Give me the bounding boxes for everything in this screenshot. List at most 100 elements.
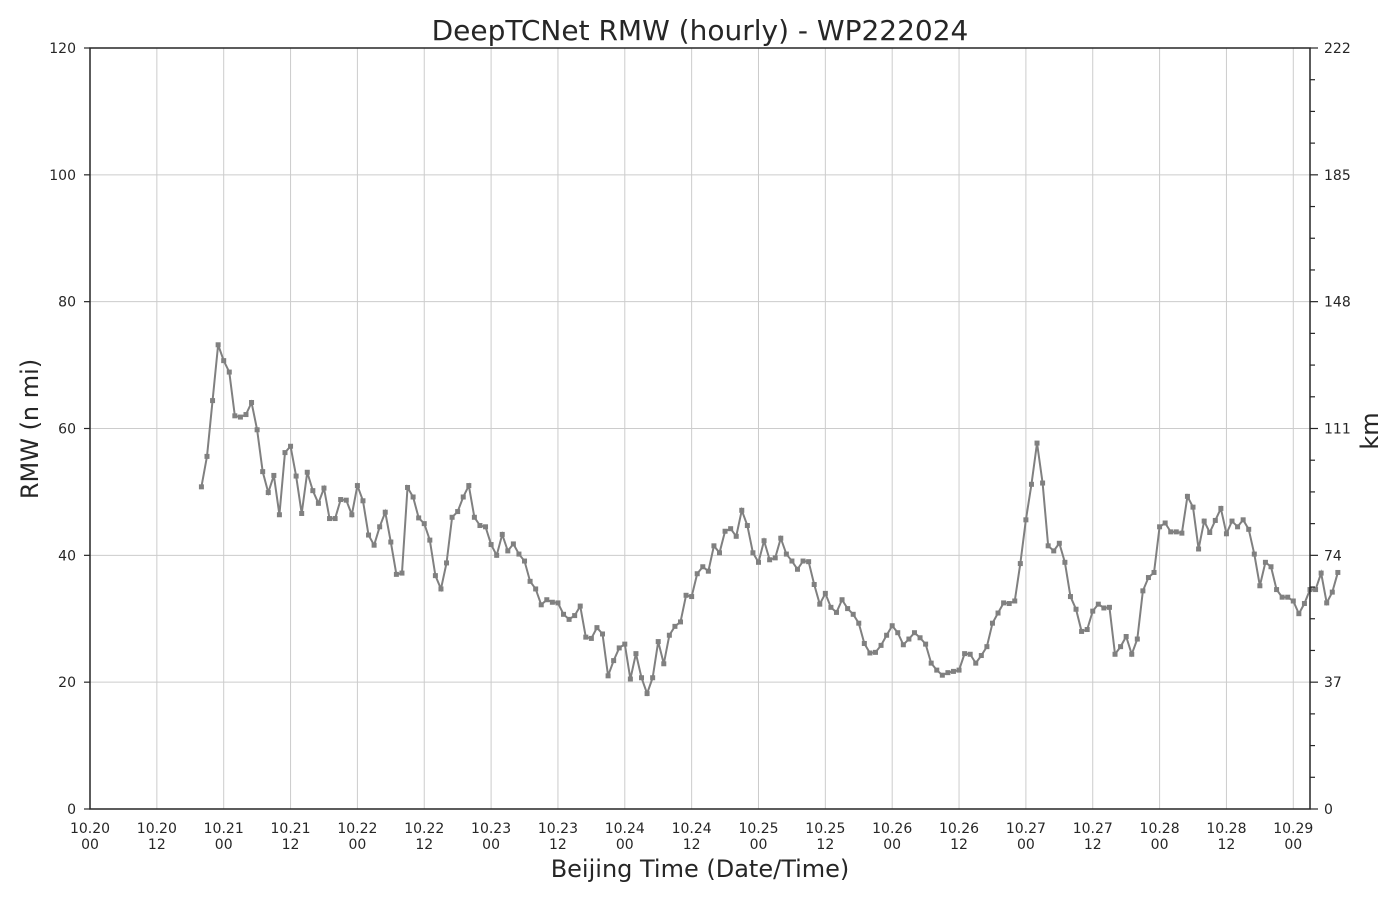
data-point bbox=[861, 640, 867, 646]
data-point bbox=[911, 630, 917, 636]
data-point bbox=[310, 488, 316, 494]
rmw-series bbox=[198, 342, 1341, 697]
data-point bbox=[739, 507, 745, 513]
y2-tick-label: 0 bbox=[1324, 802, 1333, 818]
data-point bbox=[889, 623, 895, 629]
data-point bbox=[1095, 601, 1101, 607]
data-point bbox=[254, 427, 260, 433]
data-point bbox=[354, 483, 360, 489]
data-point bbox=[1240, 517, 1246, 523]
y-tick-label: 80 bbox=[58, 295, 76, 311]
data-point bbox=[822, 590, 828, 596]
x-tick-label-hour: 12 bbox=[1218, 837, 1236, 853]
data-point bbox=[923, 641, 929, 647]
data-point bbox=[817, 601, 823, 607]
data-point bbox=[806, 559, 812, 565]
data-point bbox=[360, 498, 366, 504]
data-point bbox=[522, 558, 528, 564]
data-point bbox=[661, 661, 667, 667]
data-point bbox=[755, 559, 761, 565]
x-tick-label-hour: 12 bbox=[415, 837, 433, 853]
data-point bbox=[717, 550, 722, 556]
data-point bbox=[1212, 517, 1218, 523]
data-point bbox=[872, 649, 878, 655]
data-point bbox=[761, 538, 767, 544]
x-tick-label-hour: 12 bbox=[1084, 837, 1102, 853]
data-point bbox=[332, 516, 338, 522]
data-point bbox=[1162, 520, 1168, 526]
data-point bbox=[471, 514, 477, 520]
data-point bbox=[405, 484, 411, 490]
data-point bbox=[288, 443, 294, 449]
data-point bbox=[561, 611, 567, 617]
data-point bbox=[321, 485, 327, 491]
data-point bbox=[962, 651, 968, 657]
data-point bbox=[900, 642, 906, 648]
x-tick-label-date: 10.27 bbox=[1006, 821, 1046, 837]
data-point bbox=[416, 515, 422, 521]
data-point bbox=[1034, 440, 1040, 446]
data-point bbox=[1168, 529, 1174, 535]
data-point bbox=[1129, 651, 1135, 657]
data-point bbox=[1335, 569, 1341, 575]
x-tick-label-hour: 00 bbox=[883, 837, 901, 853]
data-point bbox=[856, 620, 862, 626]
data-point bbox=[198, 484, 204, 490]
data-point bbox=[705, 568, 711, 574]
data-point bbox=[934, 667, 940, 673]
data-point bbox=[939, 672, 945, 678]
data-point bbox=[544, 597, 550, 603]
data-point bbox=[1084, 627, 1090, 633]
x-tick-label-hour: 12 bbox=[816, 837, 834, 853]
data-point bbox=[1223, 531, 1229, 537]
data-point bbox=[388, 539, 394, 545]
data-point bbox=[1017, 561, 1023, 567]
data-point bbox=[1301, 601, 1307, 607]
x-tick-label-hour: 00 bbox=[482, 837, 500, 853]
data-point bbox=[1257, 583, 1263, 589]
data-point bbox=[700, 564, 706, 570]
data-point bbox=[1218, 505, 1224, 511]
data-point bbox=[304, 469, 310, 475]
data-point bbox=[906, 636, 912, 642]
data-point bbox=[1073, 606, 1079, 612]
x-tick-label-hour: 00 bbox=[616, 837, 634, 853]
data-point bbox=[427, 537, 433, 543]
y-tick-label: 100 bbox=[49, 168, 76, 184]
data-point bbox=[1012, 598, 1018, 604]
data-point bbox=[767, 557, 773, 563]
x-tick-label-date: 10.22 bbox=[337, 821, 377, 837]
x-tick-label-hour: 00 bbox=[1017, 837, 1035, 853]
x-tick-label-date: 10.29 bbox=[1273, 821, 1313, 837]
data-point bbox=[243, 412, 249, 418]
data-point bbox=[627, 676, 633, 682]
data-point bbox=[1118, 644, 1124, 650]
data-point bbox=[1229, 518, 1235, 524]
data-point bbox=[1062, 559, 1068, 565]
data-point bbox=[789, 558, 795, 564]
data-point bbox=[494, 552, 500, 558]
data-point bbox=[1296, 611, 1302, 617]
data-point bbox=[1313, 587, 1319, 593]
data-point bbox=[432, 573, 438, 579]
y2-tick-label: 185 bbox=[1324, 168, 1351, 184]
data-point bbox=[666, 632, 672, 638]
data-point bbox=[1179, 530, 1185, 536]
data-point bbox=[1106, 604, 1112, 610]
data-point bbox=[533, 586, 539, 592]
data-point bbox=[1001, 600, 1007, 606]
data-point bbox=[477, 523, 483, 529]
data-point bbox=[1145, 575, 1151, 581]
data-point bbox=[867, 650, 873, 656]
data-point bbox=[1134, 636, 1140, 642]
data-point bbox=[438, 586, 444, 592]
data-point bbox=[382, 509, 388, 515]
x-tick-label-date: 10.21 bbox=[204, 821, 244, 837]
data-point bbox=[811, 582, 817, 587]
x-axis-ticks: 10.200010.201210.210010.211210.220010.22… bbox=[70, 821, 1313, 853]
chart-title: DeepTCNet RMW (hourly) - WP222024 bbox=[432, 14, 969, 47]
data-point bbox=[689, 594, 695, 600]
data-point bbox=[1268, 564, 1274, 570]
data-point bbox=[1040, 480, 1046, 486]
y2-tick-label: 148 bbox=[1324, 295, 1351, 311]
